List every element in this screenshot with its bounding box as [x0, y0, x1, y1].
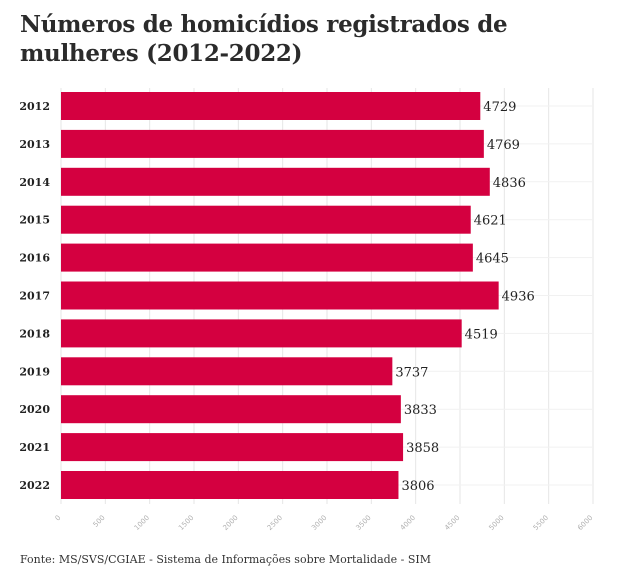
x-tick-label: 4500: [443, 514, 461, 532]
bar-chart: 2012 4729 2013 4769 2014 4836 2015 4621 2016 4645…: [19, 88, 594, 532]
bar-2018: [61, 319, 462, 348]
x-tick-label: 5000: [487, 514, 505, 532]
bar-2016: [61, 243, 473, 272]
bar-2021: [61, 433, 404, 462]
bar-2022: [61, 471, 399, 499]
bar-2015: [61, 205, 471, 234]
category-label-2020: 2020: [19, 403, 50, 416]
data-label-2012: 4729: [483, 100, 516, 115]
data-label-2020: 3833: [404, 403, 437, 418]
bar-2019: [61, 357, 393, 386]
category-label-2021: 2021: [19, 441, 50, 454]
data-label-2021: 3858: [406, 441, 439, 456]
data-label-2022: 3806: [401, 479, 434, 494]
x-tick-label: 500: [92, 514, 107, 529]
bar-2013: [61, 129, 484, 158]
category-label-2012: 2012: [19, 100, 50, 113]
data-label-2019: 3737: [395, 365, 428, 380]
bar-2012: [61, 92, 481, 120]
category-label-2019: 2019: [19, 365, 50, 378]
data-label-2014: 4836: [493, 176, 526, 191]
data-label-2016: 4645: [476, 252, 509, 267]
source-note: Fonte: MS/SVS/CGIAE - Sistema de Informa…: [20, 553, 432, 566]
bar-2017: [61, 281, 499, 310]
x-tick-label: 2500: [266, 514, 284, 532]
data-label-2015: 4621: [474, 214, 507, 229]
category-label-2018: 2018: [19, 327, 50, 340]
x-tick-label: 1000: [133, 514, 151, 532]
category-label-2017: 2017: [19, 290, 50, 303]
bar-2014: [61, 167, 490, 196]
x-tick-label: 3000: [310, 514, 328, 532]
chart-title: Números de homicídios registrados de mul…: [20, 11, 508, 67]
category-label-2015: 2015: [19, 214, 50, 227]
data-label-2018: 4519: [465, 327, 498, 342]
x-tick-label: 5500: [532, 514, 550, 532]
category-label-2022: 2022: [19, 479, 50, 492]
category-label-2013: 2013: [19, 138, 50, 151]
x-tick-label: 6000: [576, 514, 594, 532]
category-label-2014: 2014: [19, 176, 50, 189]
x-tick-label: 4000: [399, 514, 417, 532]
data-label-2013: 4769: [487, 138, 520, 153]
x-tick-label: 0: [54, 514, 63, 523]
category-label-2016: 2016: [19, 252, 50, 265]
x-tick-label: 1500: [177, 514, 195, 532]
bar-2020: [61, 395, 401, 424]
data-label-2017: 4936: [502, 290, 535, 305]
x-tick-label: 2000: [221, 514, 239, 532]
x-tick-label: 3500: [354, 514, 372, 532]
